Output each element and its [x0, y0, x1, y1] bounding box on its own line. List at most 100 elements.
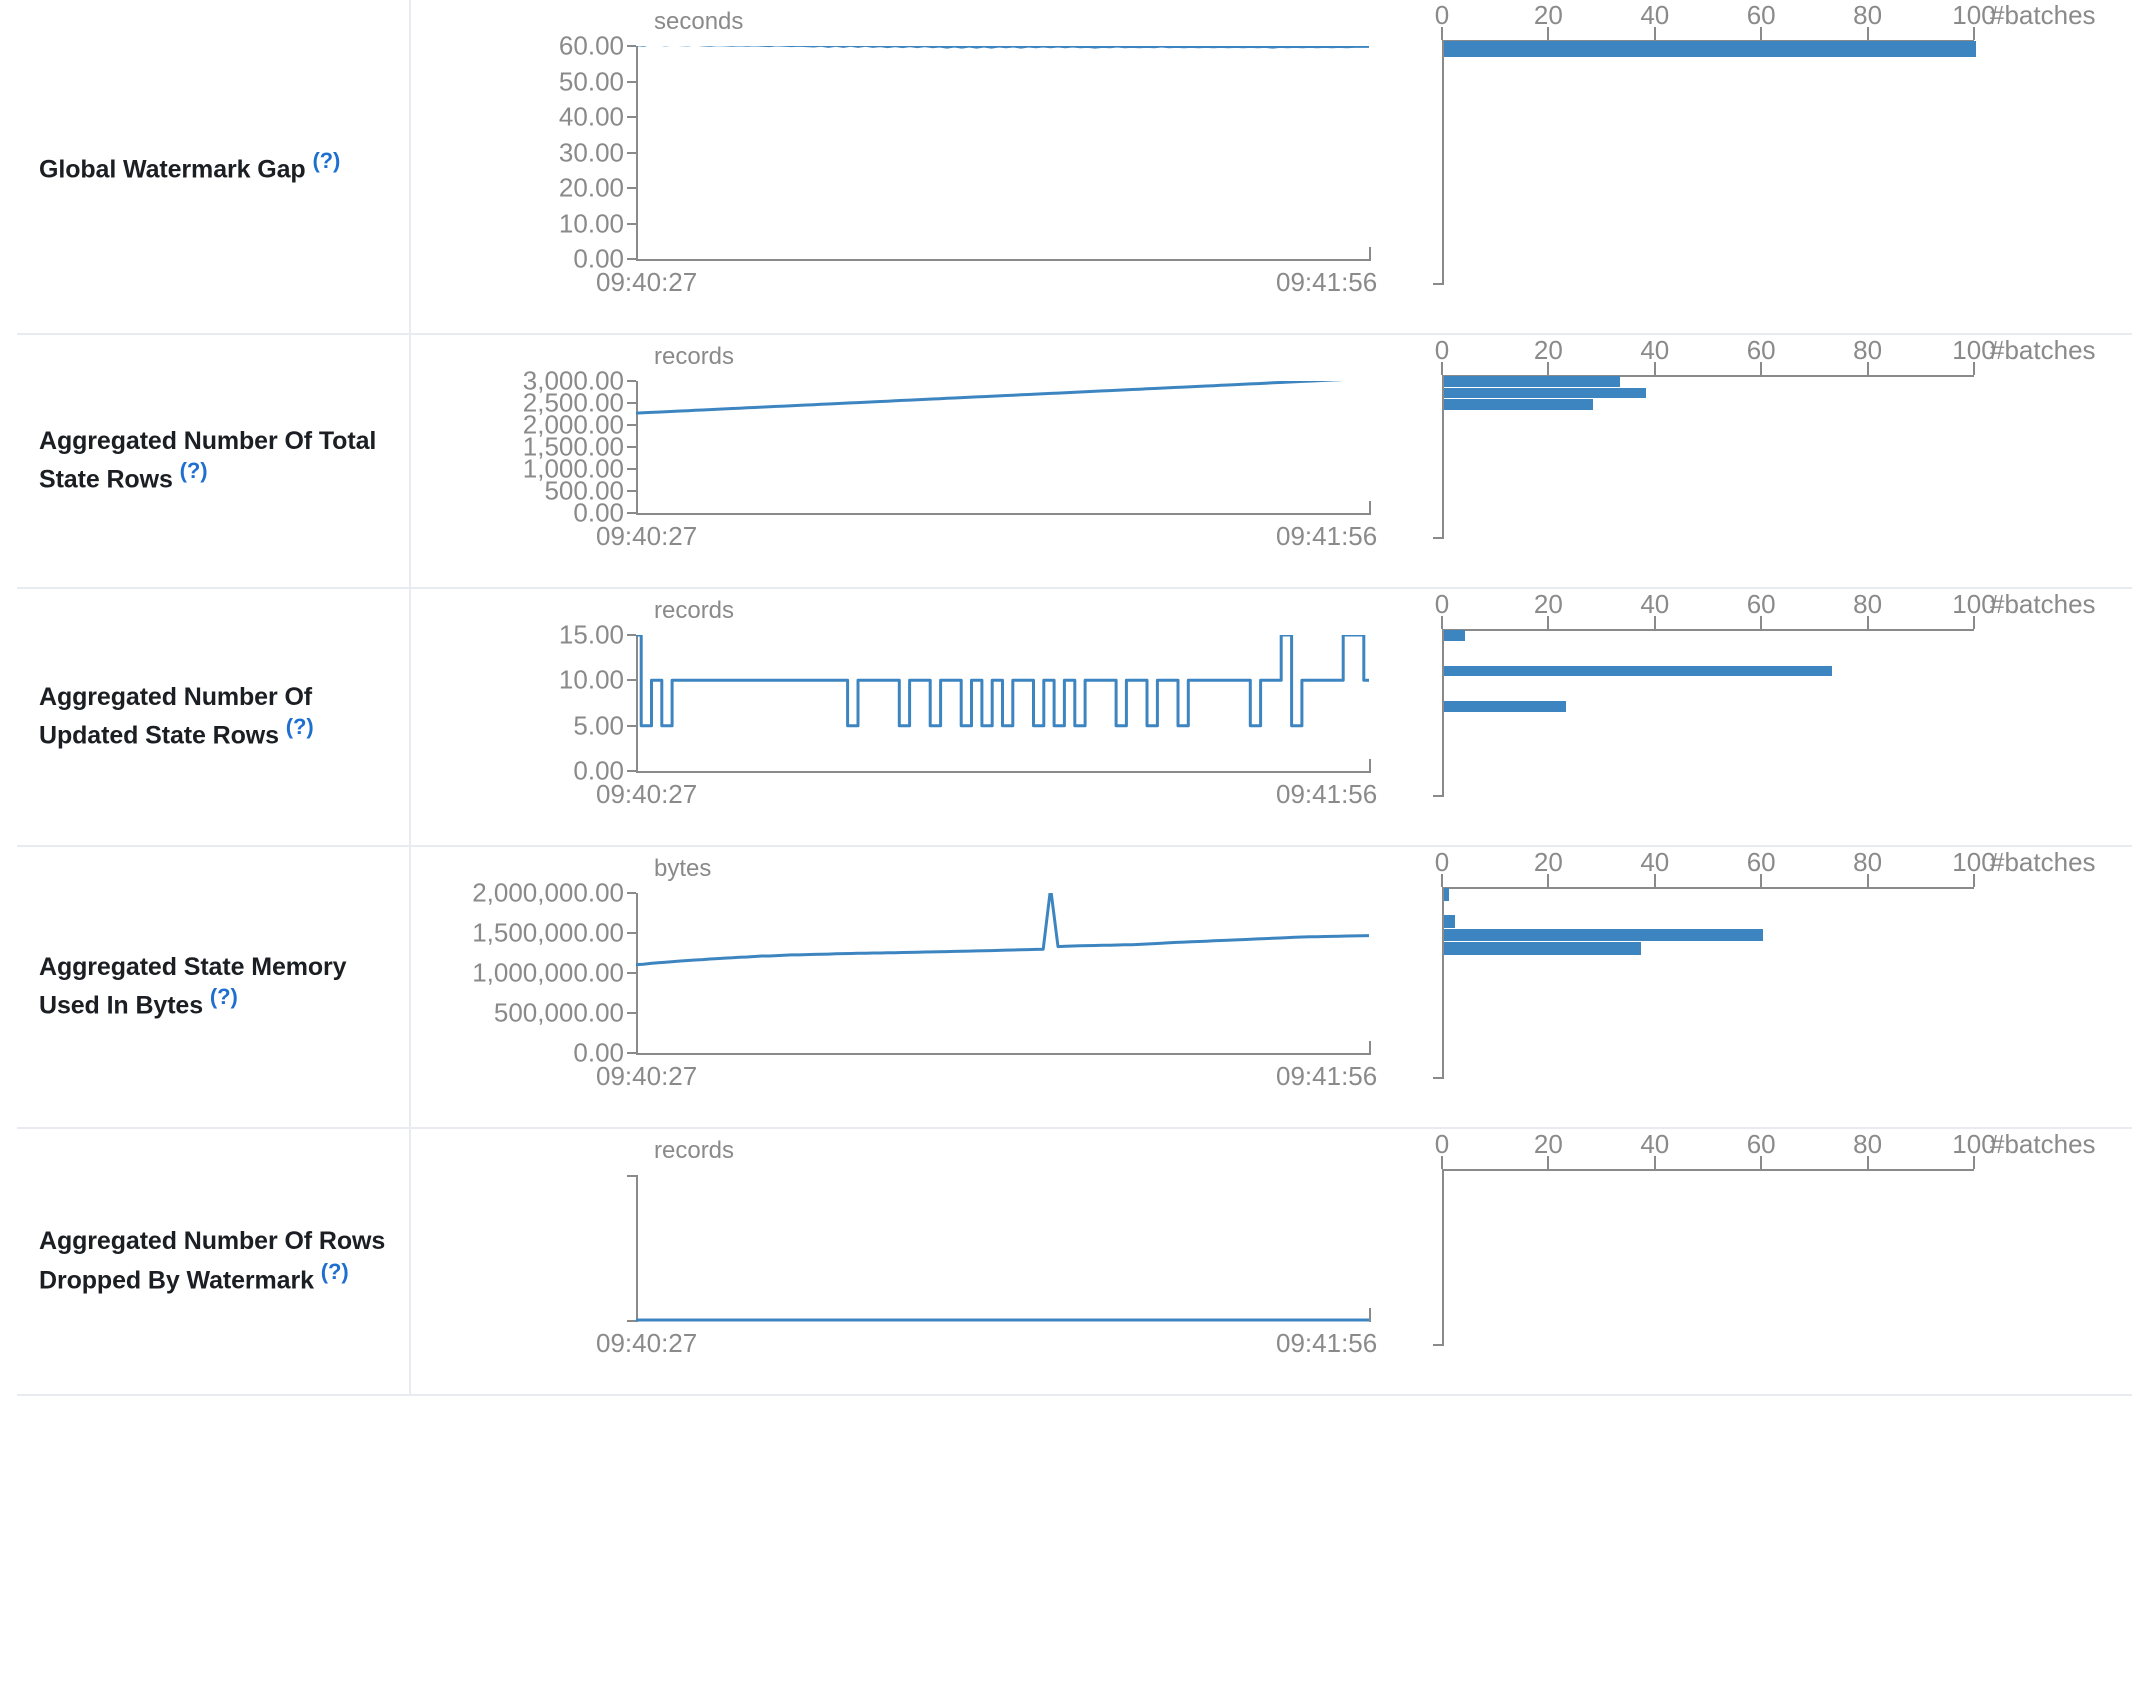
hist-tick-label: 40: [1640, 589, 1670, 619]
hist-y-axis-cap: [1433, 1077, 1444, 1079]
hist-tick-label: 60: [1746, 1129, 1776, 1159]
y-tick-mark: [627, 116, 636, 118]
hist-tick-label: 0: [1434, 0, 1450, 30]
hist-bar: [1444, 399, 1593, 410]
hist-tick-label: 0: [1434, 589, 1450, 619]
hist-y-axis-cap: [1433, 537, 1444, 539]
y-tick-mark: [627, 490, 636, 492]
hist-tick-label: 20: [1533, 0, 1563, 30]
hist-axis-label: #batches: [1990, 0, 2096, 30]
y-axis-unit-label: records: [654, 597, 735, 624]
y-tick-mark: [627, 446, 636, 448]
x-tick-label-end: 09:41:56: [1276, 1328, 1378, 1358]
hist-tick-label: 60: [1746, 335, 1776, 365]
hist-tick-mark: [1547, 874, 1550, 887]
timeline-end-tick: [1369, 1041, 1371, 1055]
hist-tick-label: 20: [1533, 847, 1563, 877]
hist-tick-label: 20: [1533, 1129, 1563, 1159]
timeline-axis-cap-top: [627, 1175, 638, 1177]
y-tick-mark: [627, 80, 636, 83]
help-icon[interactable]: (?): [285, 714, 314, 740]
y-tick-label: 0.00: [573, 497, 624, 528]
hist-tick-mark: [1653, 1156, 1656, 1169]
metric-label-cell-global-watermark-gap: Global Watermark Gap (?): [17, 0, 411, 335]
y-axis-unit-label: records: [654, 343, 735, 370]
hist-y-axis-cap: [1433, 1344, 1444, 1346]
y-tick-label: 1,500,000.00: [472, 917, 624, 948]
hist-tick-label: 0: [1434, 1129, 1450, 1159]
timeline-axis-cap-bottom: [627, 1320, 638, 1322]
hist-y-axis: [1442, 887, 1444, 1077]
stats-row: Aggregated Number Of Rows Dropped By Wat…: [17, 1128, 2132, 1396]
timeline-end-tick: [1369, 759, 1371, 773]
timeline-end-tick: [1369, 1308, 1371, 1322]
hist-y-axis: [1442, 375, 1444, 537]
hist-axis-label: #batches: [1990, 335, 2096, 365]
hist-bar: [1444, 942, 1641, 955]
x-tick-label-start: 09:40:27: [596, 521, 698, 551]
y-tick-label: 5.00: [573, 710, 624, 741]
metric-chart-cell-aggregated-number-of-updated-state-rows: records 15.00 10.00 5.00 0.00 09:40:27 09:41:5…: [410, 588, 2132, 847]
y-tick-mark: [627, 380, 636, 382]
stats-table-body: Global Watermark Gap (?) seconds 60.00 50.0…: [17, 0, 2132, 1396]
hist-x-axis: [1442, 887, 1974, 889]
timeline-y-axis: [636, 635, 638, 771]
y-tick-label: 0.00: [573, 755, 624, 786]
help-icon[interactable]: (?): [179, 458, 208, 484]
y-tick-label: 3,000.00: [522, 365, 624, 396]
hist-tick-label: 40: [1640, 335, 1670, 365]
y-tick-mark: [627, 679, 636, 682]
hist-tick-mark: [1653, 362, 1656, 375]
hist-tick-mark: [1760, 1156, 1763, 1169]
y-tick-mark: [627, 424, 636, 426]
y-tick-label: 40.00: [558, 101, 624, 132]
hist-tick-label: 100: [1952, 1129, 1996, 1159]
y-tick-label: 2,000,000.00: [472, 877, 624, 908]
stats-row: Global Watermark Gap (?) seconds 60.00 50.0…: [17, 0, 2132, 335]
y-tick-mark: [627, 222, 636, 225]
hist-tick-mark: [1760, 27, 1763, 40]
help-icon[interactable]: (?): [209, 984, 238, 1010]
y-tick-mark: [627, 892, 636, 894]
y-tick-label: 2,500.00: [522, 387, 624, 418]
hist-tick-label: 80: [1853, 589, 1883, 619]
hist-tick-mark: [1441, 874, 1443, 887]
hist-tick-label: 80: [1853, 335, 1883, 365]
hist-axis-label: #batches: [1990, 1129, 2096, 1159]
stats-row: Aggregated State Memory Used In Bytes (?…: [17, 846, 2132, 1129]
hist-bar: [1444, 387, 1647, 399]
hist-tick-mark: [1866, 616, 1869, 629]
hist-tick-mark: [1866, 1156, 1869, 1169]
x-tick-label-start: 09:40:27: [596, 267, 698, 297]
hist-tick-mark: [1547, 1156, 1550, 1169]
y-tick-label: 60.00: [558, 30, 624, 61]
y-tick-mark: [627, 972, 636, 974]
timeline-line-chart: [636, 1318, 1369, 1322]
hist-tick-label: 20: [1533, 335, 1563, 365]
timeline-y-axis: [636, 893, 638, 1053]
y-axis-unit-label: seconds: [654, 8, 744, 35]
help-icon[interactable]: (?): [312, 148, 341, 174]
y-tick-label: 15.00: [558, 619, 624, 650]
metric-label: Aggregated Number Of Total State Rows: [39, 426, 377, 494]
help-icon[interactable]: (?): [320, 1258, 349, 1284]
hist-y-axis: [1442, 629, 1444, 795]
hist-bar: [1444, 928, 1764, 942]
x-tick-label-end: 09:41:56: [1276, 1061, 1378, 1091]
timeline-x-axis: [636, 1053, 1369, 1055]
y-tick-mark: [627, 187, 636, 189]
hist-tick-label: 100: [1952, 847, 1996, 877]
hist-y-axis: [1442, 1169, 1444, 1344]
hist-tick-label: 60: [1746, 0, 1776, 30]
hist-tick-label: 0: [1434, 847, 1450, 877]
metric-label-cell-aggregated-number-of-updated-state-rows: Aggregated Number Of Updated State Rows …: [17, 588, 411, 847]
y-tick-mark: [627, 45, 636, 47]
hist-tick-mark: [1653, 616, 1656, 629]
metric-label: Aggregated Number Of Rows Dropped By Wat…: [39, 1227, 386, 1295]
x-tick-label-end: 09:41:56: [1276, 779, 1378, 809]
x-tick-label-start: 09:40:27: [596, 779, 698, 809]
y-tick-mark: [627, 932, 636, 934]
hist-tick-label: 40: [1640, 847, 1670, 877]
y-tick-mark: [627, 724, 636, 727]
timeline-end-tick: [1369, 501, 1371, 515]
